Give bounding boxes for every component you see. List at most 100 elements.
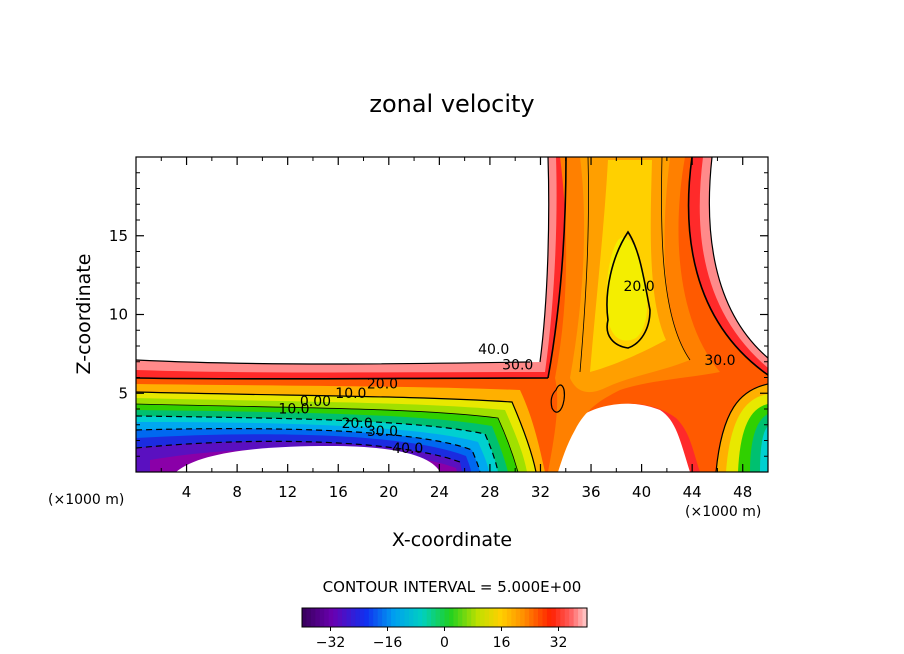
colorbar-cell [538, 608, 544, 627]
colorbar-cell [493, 608, 499, 627]
y-tick-label: 10 [109, 306, 128, 324]
x-tick-label: 4 [182, 483, 192, 501]
contour-label: 40.0 [392, 441, 423, 457]
colorbar-cell [560, 608, 566, 627]
x-tick-label: 36 [581, 483, 600, 501]
x-axis: 4 8 12 16 20 24 28 32 36 40 44 48 [160, 157, 752, 501]
colorbar-cell [417, 608, 423, 627]
colorbar-cell [524, 608, 530, 627]
colorbar-cell [377, 608, 383, 627]
colorbar-cell [368, 608, 374, 627]
colorbar-cell [520, 608, 526, 627]
x-tick-label: 48 [733, 483, 752, 501]
chart-title: zonal velocity [369, 90, 534, 118]
colorbar-cell [395, 608, 401, 627]
y-axis-label: Z-coordinate [73, 254, 95, 375]
colorbar-cell [310, 608, 316, 627]
colorbar-tick-label: −32 [316, 635, 346, 651]
colorbar-cell [471, 608, 477, 627]
colorbar-cell [355, 608, 361, 627]
x-tick-label: 12 [278, 483, 297, 501]
colorbar-cell [582, 608, 588, 627]
x-axis-label: X-coordinate [392, 529, 512, 551]
colorbar-cell [328, 608, 334, 627]
colorbar-cell [515, 608, 521, 627]
x-unit-label: (×1000 m) [48, 492, 124, 508]
colorbar-cell [542, 608, 548, 627]
contour-label: 20.0 [367, 377, 398, 393]
colorbar-tick-label: 0 [440, 635, 449, 651]
colorbar-cell [319, 608, 325, 627]
colorbar-cell [342, 608, 348, 627]
colorbar-cell [350, 608, 357, 627]
colorbar-cell [546, 608, 552, 627]
colorbar-cell [422, 608, 428, 627]
colorbar-cell [573, 608, 579, 627]
colorbar-cell [435, 608, 441, 627]
contour-labels: 40.030.020.030.020.010.00.0010.020.030.0… [278, 279, 735, 457]
contour-band-7 [606, 237, 648, 341]
contour-label: 40.0 [478, 342, 509, 358]
colorbar-cell [569, 608, 575, 627]
colorbar-cell [324, 608, 330, 627]
contour-label: 30.0 [704, 353, 735, 369]
x-tick-label: 8 [232, 483, 242, 501]
colorbar-cell [426, 608, 432, 627]
colorbar-cell [440, 608, 446, 627]
colorbar-cell [462, 608, 468, 627]
colorbar-cell [555, 608, 561, 627]
colorbar-cell [497, 608, 503, 627]
contour-label: 10.0 [278, 402, 309, 418]
colorbar-cell [475, 608, 481, 627]
plot-area: 40.030.020.030.020.010.00.0010.020.030.0… [136, 157, 768, 472]
colorbar-cell [453, 608, 459, 627]
colorbar-cell [337, 608, 343, 627]
y-axis: 5 10 15 [109, 172, 768, 457]
colorbar-cell [404, 608, 410, 627]
colorbar-tick-label: 16 [493, 635, 511, 651]
colorbar-cell [564, 608, 570, 627]
colorbar-cell [448, 608, 455, 627]
x-tick-label: 44 [683, 483, 702, 501]
colorbar-cell [413, 608, 419, 627]
colorbar-cell [444, 608, 450, 627]
colorbar-cell [382, 608, 388, 627]
colorbar-cell [457, 608, 463, 627]
colorbar-cell [502, 608, 508, 627]
x-tick-label: 20 [379, 483, 398, 501]
colorbar-cell [391, 608, 397, 627]
colorbar-cell [489, 608, 495, 627]
colorbar-cell [302, 608, 308, 627]
colorbar-cell [315, 608, 321, 627]
colorbar-cell [480, 608, 486, 627]
colorbar-cell [306, 608, 312, 627]
colorbar-cell [359, 608, 365, 627]
colorbar-ticks: −32 −16 0 16 32 [316, 627, 568, 651]
colorbar-cell [533, 608, 539, 627]
contour-label: 20.0 [623, 279, 654, 295]
filled-contours [136, 157, 768, 472]
x-tick-label: 32 [531, 483, 550, 501]
x-tick-label: 28 [480, 483, 499, 501]
colorbar-cell [506, 608, 512, 627]
x-unit-label-right: (×1000 m) [685, 504, 761, 520]
x-tick-label: 16 [329, 483, 348, 501]
contour-pocket [562, 431, 686, 472]
colorbar-cell [333, 608, 339, 627]
contour-interval-label: CONTOUR INTERVAL = 5.000E+00 [323, 578, 582, 596]
colorbar-cell [373, 608, 379, 627]
colorbar-cell [578, 608, 584, 627]
contour-label: 0.00 [300, 394, 331, 410]
colorbar-cell [346, 608, 352, 627]
colorbar-cell [408, 608, 414, 627]
colorbar-cell [431, 608, 437, 627]
colorbar-cell [551, 608, 557, 627]
x-tick-label: 40 [632, 483, 651, 501]
colorbar-cell [386, 608, 392, 627]
colorbar-cell [364, 608, 370, 627]
contour-label: 30.0 [502, 358, 533, 374]
colorbar-cell [511, 608, 517, 627]
colorbar-cell [529, 608, 535, 627]
colorbar-tick-label: 32 [550, 635, 568, 651]
